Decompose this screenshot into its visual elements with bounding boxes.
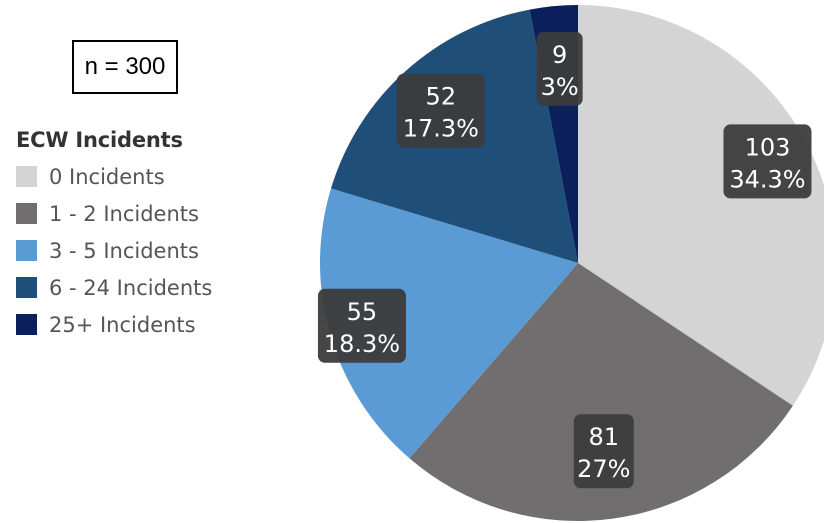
slice-count-label: 103: [745, 133, 791, 161]
slice-label-0: 103 34.3%: [723, 124, 812, 199]
slice-label-box: [573, 414, 634, 489]
slice-label-box: [723, 124, 812, 199]
legend: ECW Incidents 0 Incidents 1 - 2 Incident…: [16, 128, 212, 343]
slice-percent-label: 34.3%: [729, 165, 805, 193]
legend-swatch: [16, 277, 37, 298]
sample-size-label: n = 300: [84, 53, 166, 80]
legend-item-3: 6 - 24 Incidents: [16, 269, 212, 306]
slice-count-label: 52: [426, 83, 457, 111]
legend-title: ECW Incidents: [16, 128, 183, 152]
legend-label: 1 - 2 Incidents: [49, 201, 199, 226]
slice-percent-label: 18.3%: [324, 330, 400, 358]
slice-label-box: [536, 31, 583, 106]
slice-percent-label: 3%: [541, 73, 579, 101]
legend-item-1: 1 - 2 Incidents: [16, 195, 212, 232]
slice-percent-label: 17.3%: [403, 115, 479, 143]
slice-label-4: 93%: [536, 31, 583, 106]
legend-swatch: [16, 240, 37, 261]
slice-count-label: 55: [347, 298, 378, 326]
legend-label: 0 Incidents: [49, 164, 165, 189]
legend-label: 3 - 5 Incidents: [49, 238, 199, 263]
slice-label-2: 55 18.3%: [317, 288, 406, 363]
slice-label-3: 52 17.3%: [396, 73, 485, 148]
legend-item-2: 3 - 5 Incidents: [16, 232, 212, 269]
legend-item-4: 25+ Incidents: [16, 306, 212, 343]
slice-percent-label: 27%: [577, 455, 630, 483]
slice-count-label: 9: [552, 41, 567, 69]
legend-label: 25+ Incidents: [49, 312, 196, 337]
pie-slice-1: [409, 263, 793, 521]
pie-slice-0: [578, 5, 824, 406]
slice-label-box: [317, 288, 406, 363]
legend-swatch: [16, 203, 37, 224]
slice-label-box: [396, 73, 485, 148]
legend-swatch: [16, 314, 37, 335]
legend-item-0: 0 Incidents: [16, 158, 212, 195]
legend-label: 6 - 24 Incidents: [49, 275, 213, 300]
sample-size-box: n = 300: [72, 40, 178, 94]
slice-count-label: 81: [589, 423, 620, 451]
pie-slice-2: [320, 188, 578, 459]
legend-swatch: [16, 166, 37, 187]
